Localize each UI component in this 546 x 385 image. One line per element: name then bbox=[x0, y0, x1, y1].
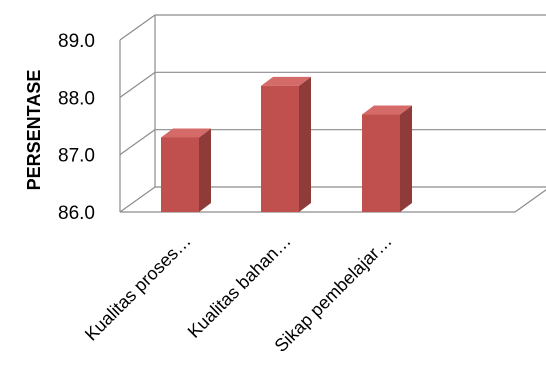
bar-side bbox=[199, 128, 211, 212]
bar-side bbox=[400, 105, 412, 212]
bar-top bbox=[161, 128, 211, 138]
gridline-side bbox=[119, 129, 156, 156]
gridline-side bbox=[119, 71, 156, 98]
bar-side bbox=[299, 76, 311, 212]
gridline-side bbox=[119, 186, 156, 213]
y-tick-label: 86.0 bbox=[58, 203, 95, 224]
bar bbox=[161, 128, 211, 212]
bar-front bbox=[261, 85, 299, 212]
y-tick-label: 87.0 bbox=[58, 146, 95, 167]
gridline-side bbox=[119, 14, 156, 41]
y-tick-label: 88.0 bbox=[58, 88, 95, 109]
category-label: Kualitas proses… bbox=[81, 231, 195, 345]
bar-front bbox=[362, 114, 400, 212]
bars bbox=[161, 76, 412, 212]
bar-top bbox=[261, 76, 311, 86]
y-tick-label: 89.0 bbox=[58, 31, 95, 52]
category-labels: Kualitas proses…Kualitas bahan…Sikap pem… bbox=[81, 231, 396, 356]
floor-right-edge bbox=[514, 189, 546, 213]
bar-top bbox=[362, 105, 412, 115]
y-tick-labels: 86.0 87.0 88.0 89.0 bbox=[58, 31, 95, 224]
y-axis-title: PERSENTASE bbox=[24, 70, 44, 191]
bar bbox=[261, 76, 311, 212]
bar bbox=[362, 105, 412, 212]
bar-front bbox=[161, 137, 199, 212]
category-label: Kualitas bahan… bbox=[184, 231, 295, 342]
